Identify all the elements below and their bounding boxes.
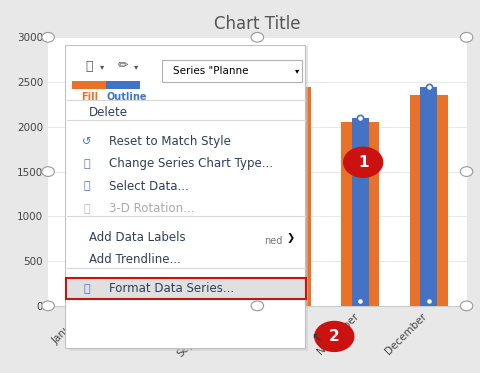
Bar bbox=[214, 104, 231, 306]
Text: Outline: Outline bbox=[107, 92, 147, 102]
Bar bbox=[282, 301, 300, 306]
Text: 2: 2 bbox=[328, 329, 339, 344]
FancyBboxPatch shape bbox=[65, 45, 305, 348]
Text: 📋: 📋 bbox=[84, 181, 90, 191]
Text: 📊: 📊 bbox=[84, 284, 90, 294]
Bar bbox=[135, 145, 173, 306]
Text: Series "Planne: Series "Planne bbox=[173, 66, 248, 76]
Text: ↖: ↖ bbox=[311, 332, 321, 344]
Text: 📄: 📄 bbox=[84, 204, 90, 214]
Text: ▾: ▾ bbox=[134, 62, 138, 70]
Text: Fill: Fill bbox=[81, 92, 97, 102]
Text: ❯: ❯ bbox=[286, 233, 294, 242]
Text: ✏: ✏ bbox=[118, 60, 128, 73]
Text: ▾: ▾ bbox=[294, 66, 299, 76]
Bar bbox=[145, 301, 163, 306]
Bar bbox=[351, 301, 368, 306]
Text: Add Data Labels: Add Data Labels bbox=[89, 231, 185, 244]
Bar bbox=[282, 118, 300, 306]
Bar bbox=[77, 154, 94, 306]
Bar bbox=[77, 301, 94, 306]
Text: ↺: ↺ bbox=[82, 137, 91, 147]
Text: Add Trendline...: Add Trendline... bbox=[89, 253, 180, 266]
Bar bbox=[145, 131, 163, 306]
Text: 🖌: 🖌 bbox=[85, 60, 93, 73]
Text: 3-D Rotation...: 3-D Rotation... bbox=[108, 202, 193, 215]
Bar bbox=[420, 301, 436, 306]
FancyBboxPatch shape bbox=[72, 81, 106, 89]
Text: ned: ned bbox=[264, 236, 282, 245]
Text: Select Data...: Select Data... bbox=[108, 180, 188, 193]
FancyBboxPatch shape bbox=[106, 81, 140, 89]
Text: ▾: ▾ bbox=[100, 62, 105, 70]
Bar bbox=[420, 87, 436, 306]
Bar bbox=[351, 118, 368, 306]
Text: Change Series Chart Type...: Change Series Chart Type... bbox=[108, 157, 272, 170]
Bar bbox=[67, 131, 105, 306]
Bar bbox=[204, 122, 241, 306]
Bar bbox=[272, 87, 310, 306]
Text: Format Data Series...: Format Data Series... bbox=[108, 282, 233, 295]
FancyBboxPatch shape bbox=[69, 46, 307, 354]
Text: Reset to Match Style: Reset to Match Style bbox=[108, 135, 230, 148]
Text: 📊: 📊 bbox=[84, 159, 90, 169]
Bar bbox=[214, 301, 231, 306]
Bar bbox=[341, 122, 378, 306]
Title: Chart Title: Chart Title bbox=[214, 15, 300, 33]
Text: Delete: Delete bbox=[89, 106, 128, 119]
FancyBboxPatch shape bbox=[66, 278, 305, 299]
Bar bbox=[409, 95, 447, 306]
FancyBboxPatch shape bbox=[162, 60, 301, 82]
Text: 1: 1 bbox=[357, 155, 368, 170]
